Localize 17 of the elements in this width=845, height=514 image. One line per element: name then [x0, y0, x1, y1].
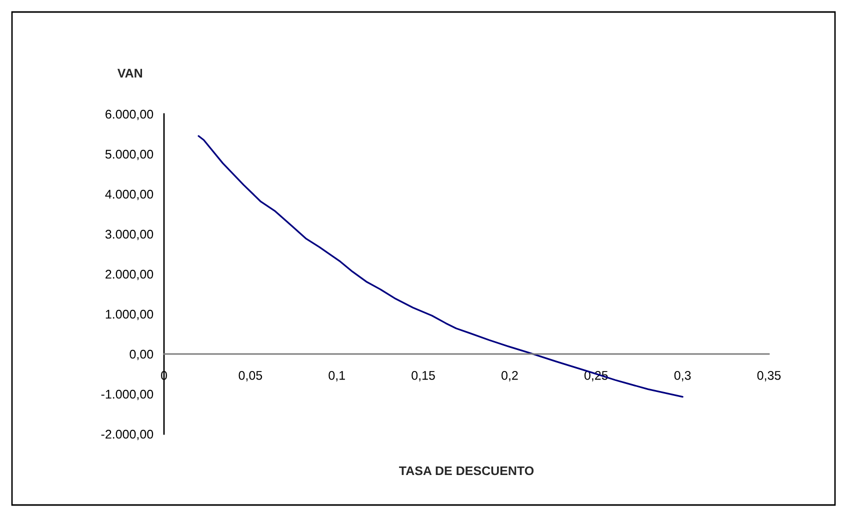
- x-tick-label: 0,35: [757, 370, 781, 382]
- y-tick-label: 1.000,00: [106, 310, 154, 320]
- y-tick-label: 2.000,00: [106, 270, 154, 280]
- y-tick-label: 5.000,00: [105, 150, 154, 160]
- x-tick-label: 0,1: [328, 370, 345, 382]
- y-tick-label: 6.000,00: [106, 110, 154, 120]
- x-tick-label: 0,3: [674, 370, 691, 382]
- x-tick-label: 0,2: [502, 370, 518, 382]
- y-tick-label: -2.000,00: [101, 430, 154, 440]
- y-axis-title: VAN: [117, 68, 142, 78]
- x-tick-label: 0,15: [412, 370, 435, 382]
- y-tick-label: 0,00: [130, 350, 154, 360]
- y-tick-label: 4.000,00: [105, 190, 154, 200]
- x-axis-title: TASA DE DESCUENTO: [399, 466, 534, 476]
- x-tick-label: 0,05: [238, 370, 262, 382]
- y-tick-label: 3.000,00: [105, 230, 154, 240]
- y-tick-label: -1.000,00: [101, 390, 154, 400]
